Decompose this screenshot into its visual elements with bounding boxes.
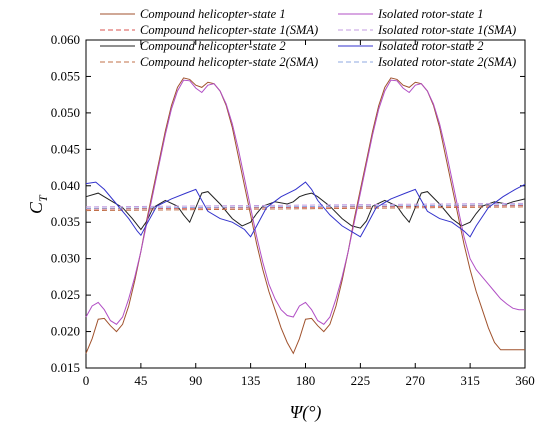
x-tick-label: 315 [460, 373, 480, 388]
legend-label-isolated-rotor-state-1: Isolated rotor-state 1 [377, 7, 484, 21]
series-layer [85, 77, 526, 355]
y-tick-label: 0.035 [51, 214, 80, 229]
y-tick-label: 0.045 [51, 141, 80, 156]
legend-label-compound-helicopter-state-2-sma: Compound helicopter-state 2(SMA) [140, 55, 318, 69]
x-tick-label: 90 [189, 373, 202, 388]
y-tick-label: 0.020 [51, 324, 80, 339]
series-line-compound-helicopter-state-2-sma [85, 206, 526, 212]
series-line-compound-helicopter-state-1-sma [85, 205, 526, 210]
x-tick-label: 360 [515, 373, 535, 388]
series-line-isolated-rotor-state-1-sma [85, 202, 526, 208]
y-tick-label: 0.030 [51, 251, 80, 266]
y-tick-label: 0.055 [51, 68, 80, 83]
axes: 0 45 90 135 180 225 270 315 360 0.015 0.020 0.025 0.… [51, 32, 535, 388]
y-tick-label: 0.060 [51, 32, 80, 47]
x-axis-label: Ψ(°) [290, 402, 322, 423]
series-line-isolated-rotor-state-2-sma [85, 204, 526, 209]
series-line-isolated-rotor-state-1 [85, 79, 525, 325]
series-line-compound-helicopter-state-2 [85, 191, 526, 231]
x-tick-label: 45 [134, 373, 147, 388]
series-line-compound-helicopter-state-1 [85, 77, 525, 355]
legend: Compound helicopter-state 1 Isolated roto… [100, 7, 516, 69]
y-tick-label: 0.050 [51, 105, 80, 120]
legend-label-isolated-rotor-state-1-sma: Isolated rotor-state 1(SMA) [377, 23, 516, 37]
legend-label-compound-helicopter-state-1: Compound helicopter-state 1 [140, 7, 286, 21]
x-tick-label: 270 [406, 373, 426, 388]
y-tick-label: 0.015 [51, 360, 80, 375]
y-axis-label-main: C [26, 201, 46, 214]
legend-label-compound-helicopter-state-2: Compound helicopter-state 2 [140, 39, 286, 53]
x-tick-label: 180 [296, 373, 316, 388]
legend-label-compound-helicopter-state-1-sma: Compound helicopter-state 1(SMA) [140, 23, 318, 37]
y-tick-label: 0.025 [51, 287, 80, 302]
legend-label-isolated-rotor-state-2: Isolated rotor-state 2 [377, 39, 484, 53]
y-tick-label: 0.040 [51, 178, 80, 193]
legend-label-isolated-rotor-state-2-sma: Isolated rotor-state 2(SMA) [377, 55, 516, 69]
x-tick-label: 225 [351, 373, 371, 388]
x-tick-label: 0 [83, 373, 90, 388]
y-axis-label: CT [26, 194, 50, 214]
y-axis-label-sub: T [36, 194, 50, 202]
x-tick-label: 135 [241, 373, 261, 388]
series-line-isolated-rotor-state-2 [85, 181, 526, 238]
